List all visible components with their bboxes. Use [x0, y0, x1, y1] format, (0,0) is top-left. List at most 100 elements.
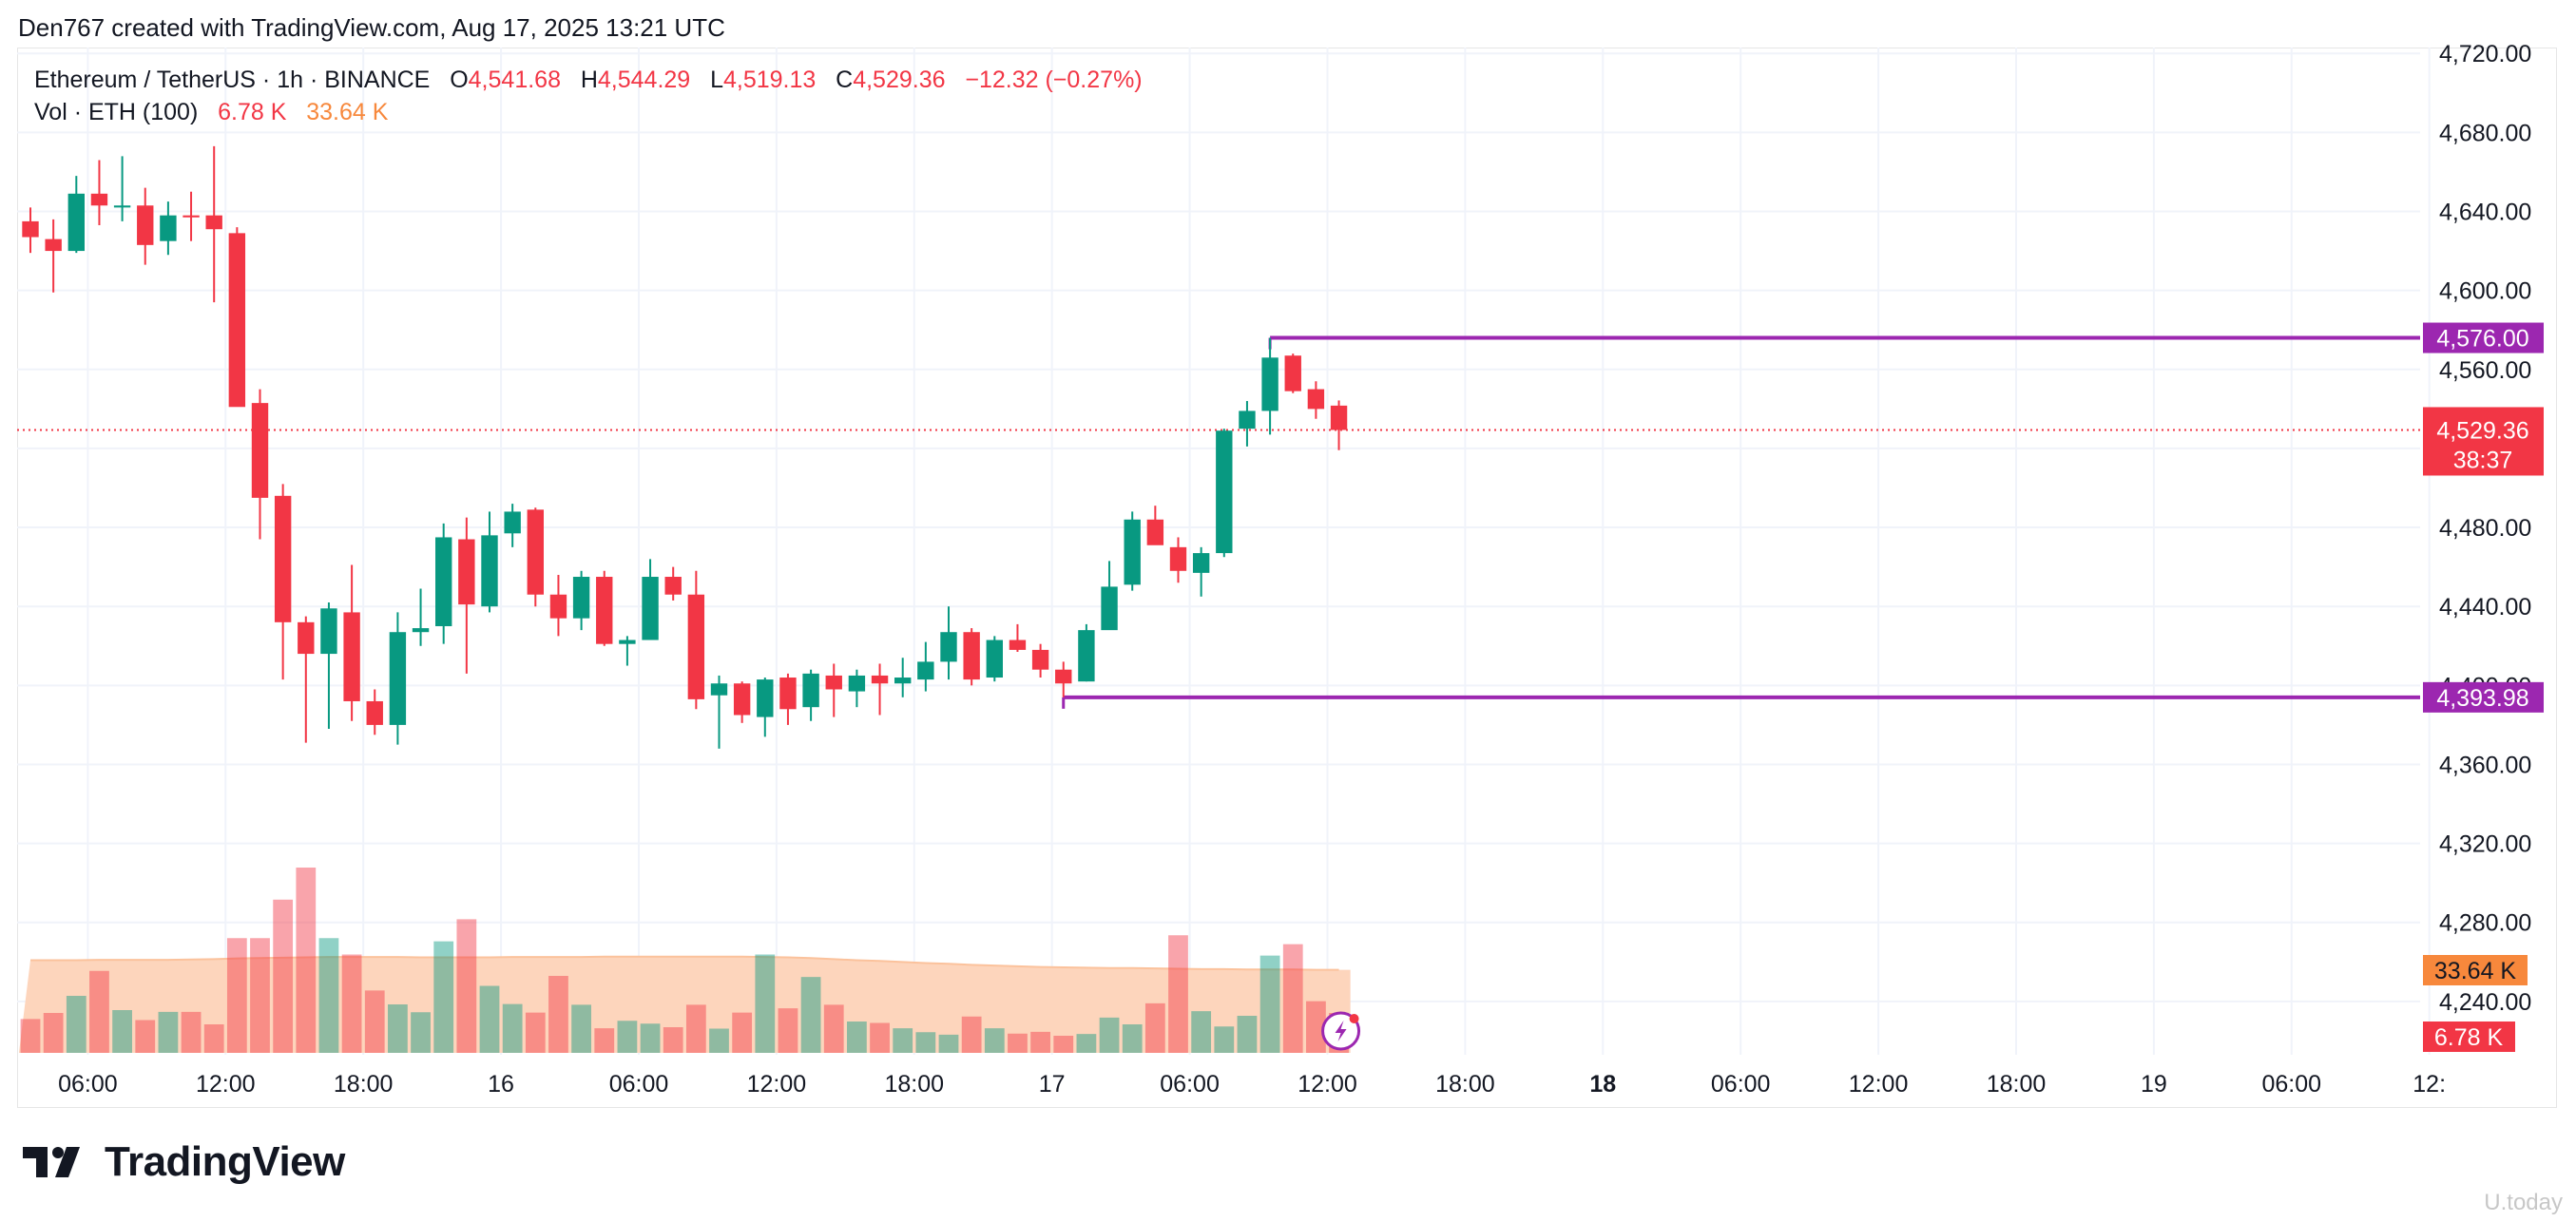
- volume-badge-label: 6.78 K: [2434, 1024, 2504, 1051]
- candle-body: [183, 215, 200, 218]
- candle-body: [733, 683, 751, 716]
- volume-bar: [1259, 955, 1280, 1053]
- volume-bar: [938, 1034, 959, 1053]
- volume-bar: [1099, 1017, 1120, 1053]
- candle-body: [90, 193, 108, 206]
- volume-bar: [502, 1003, 523, 1053]
- candle-body: [412, 628, 430, 633]
- candle-body: [757, 679, 774, 717]
- y-tick-label: 4,640.00: [2439, 200, 2531, 226]
- volume-bar: [135, 1020, 156, 1053]
- candle-body: [366, 700, 383, 725]
- candle-body: [642, 577, 659, 640]
- close-value: 4,529.36: [853, 67, 946, 93]
- candle-body: [205, 215, 222, 230]
- x-axis-ticks: 06:00 12:00 18:00 16 06:00 12:00 18:00 17 06:00 1…: [58, 1071, 2446, 1098]
- symbol-label[interactable]: Ethereum / TetherUS · 1h · BINANCE: [34, 67, 431, 93]
- y-tick-label: 4,360.00: [2439, 752, 2531, 778]
- volume-value: 6.78 K: [218, 99, 287, 125]
- volume-bar: [525, 1012, 546, 1053]
- candle-body: [986, 640, 1003, 678]
- volume-bar: [893, 1028, 913, 1053]
- volume-ma-badge-label: 33.64 K: [2434, 958, 2517, 984]
- volume-bar: [226, 938, 247, 1053]
- volume-bar: [640, 1023, 661, 1053]
- y-tick-label: 4,320.00: [2439, 831, 2531, 858]
- volume-bar: [778, 1008, 798, 1053]
- candle-body: [871, 675, 889, 684]
- y-tick-label: 4,600.00: [2439, 278, 2531, 305]
- candle-body: [389, 632, 407, 725]
- candle-body: [1169, 546, 1187, 571]
- candle-body: [298, 621, 315, 655]
- volume-bar: [571, 1004, 591, 1053]
- candle-body: [664, 577, 682, 595]
- candle-body: [1101, 586, 1118, 631]
- y-tick-label: 4,480.00: [2439, 515, 2531, 542]
- candle-body: [1146, 519, 1164, 545]
- y-tick-label: 4,240.00: [2439, 989, 2531, 1016]
- volume-bar: [89, 970, 109, 1053]
- x-tick-label: 18: [1589, 1071, 1616, 1098]
- candle-body: [22, 220, 39, 238]
- volume-bar: [273, 899, 294, 1053]
- candle-body: [343, 612, 360, 701]
- alert-icon-bolt: [1335, 1021, 1347, 1041]
- candle-body: [458, 539, 475, 605]
- candle-body: [251, 403, 269, 498]
- volume-bar: [1306, 1001, 1326, 1053]
- candle-body: [67, 193, 85, 252]
- candle-body: [1284, 355, 1301, 391]
- volume-bar: [755, 954, 776, 1053]
- candle-body: [1192, 553, 1210, 573]
- candle-body: [572, 577, 590, 619]
- y-tick-label: 4,280.00: [2439, 910, 2531, 937]
- volume-bar: [1076, 1034, 1097, 1053]
- volume-ma-badge: [2423, 955, 2528, 985]
- candle-body: [113, 205, 131, 208]
- volume-bar: [456, 919, 477, 1053]
- volume-label[interactable]: Vol · ETH (100): [34, 99, 199, 125]
- candle-body: [848, 675, 866, 692]
- volume-bar: [594, 1028, 615, 1053]
- volume-bar: [847, 1022, 867, 1053]
- volume-bar: [1144, 1002, 1165, 1053]
- volume-bar: [250, 938, 270, 1053]
- volume-bar: [1122, 1024, 1143, 1053]
- alert-icon-dot: [1349, 1014, 1359, 1023]
- candle-body: [1239, 411, 1256, 430]
- candle-body: [1307, 389, 1325, 410]
- axis-badges: 4,576.00 4,393.98 4,529.36 38:37 33.64 K 6.78…: [2423, 322, 2544, 1052]
- change-value: −12.32 (−0.27%): [965, 67, 1143, 93]
- candle-body: [1261, 357, 1278, 411]
- alert-icon[interactable]: [1321, 1011, 1361, 1051]
- volume-bar: [479, 985, 500, 1053]
- candle-body: [160, 215, 177, 241]
- low-value: 4,519.13: [722, 67, 817, 93]
- tradingview-brand: TradingView: [21, 1138, 345, 1186]
- y-tick-label: 4,720.00: [2439, 41, 2531, 67]
- candles: [22, 145, 1348, 749]
- x-tick-label: 19: [2141, 1071, 2167, 1098]
- volume-bar: [548, 976, 568, 1053]
- x-tick-label: 18:00: [1987, 1071, 2047, 1098]
- x-tick-label: 06:00: [1711, 1071, 1771, 1098]
- candle-body: [940, 632, 957, 662]
- volume-bar: [296, 868, 317, 1053]
- volume-bar: [318, 938, 339, 1053]
- volume-ma-line: [30, 955, 1339, 971]
- open-label: O: [450, 67, 469, 93]
- candle-body: [228, 233, 246, 408]
- candle-body: [274, 495, 292, 622]
- candle-body: [894, 678, 912, 684]
- x-tick-label: 12:00: [196, 1071, 256, 1098]
- volume-bar: [1030, 1031, 1050, 1053]
- chart-frame: [17, 48, 2557, 1108]
- x-tick-label: 18:00: [1435, 1071, 1495, 1098]
- candle-body: [45, 239, 62, 252]
- x-tick-label: 12:00: [1298, 1071, 1357, 1098]
- level-badge: [2423, 322, 2544, 353]
- volume-bar: [20, 1019, 41, 1053]
- volume-ma-value: 33.64 K: [306, 99, 389, 125]
